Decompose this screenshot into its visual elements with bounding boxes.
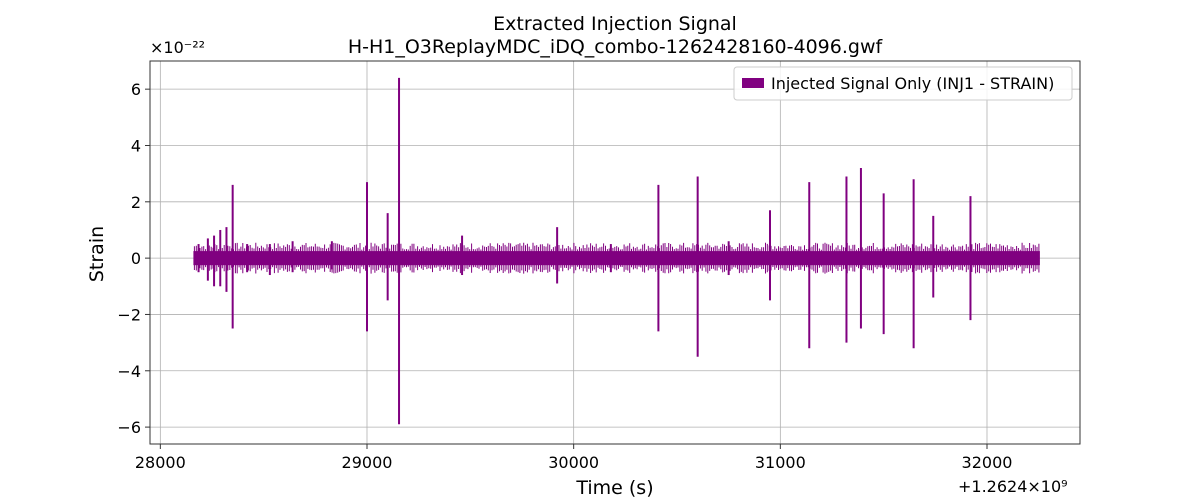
signal-noise (193, 242, 1040, 274)
x-tick-label: 31000 (755, 453, 806, 472)
x-axis-label: Time (s) (575, 477, 653, 499)
y-multiplier: ×10⁻²² (150, 38, 205, 57)
y-tick-label: 0 (131, 249, 141, 268)
x-axis-ticks: 28000 29000 30000 31000 32000 (135, 444, 1013, 472)
y-tick-label: −6 (117, 418, 141, 437)
y-tick-label: 6 (131, 80, 141, 99)
y-tick-label: −2 (117, 305, 141, 324)
y-tick-label: 4 (131, 136, 141, 155)
legend-box (733, 66, 1073, 101)
x-tick-label: 28000 (135, 453, 186, 472)
x-tick-label: 32000 (962, 453, 1013, 472)
legend-label: Injected Signal Only (INJ1 - STRAIN) (771, 74, 1054, 93)
y-axis-label: Strain (86, 226, 108, 282)
legend: Injected Signal Only (INJ1 - STRAIN) (733, 66, 1073, 101)
chart-subtitle: H-H1_O3ReplayMDC_iDQ_combo-1262428160-40… (348, 36, 884, 58)
y-tick-label: 2 (131, 193, 141, 212)
y-tick-label: −4 (117, 362, 141, 381)
y-axis-ticks: −6 −4 −2 0 2 4 6 (117, 80, 150, 437)
x-tick-label: 29000 (342, 453, 393, 472)
legend-swatch (742, 78, 764, 88)
x-offset: +1.2624×10⁹ (958, 477, 1068, 496)
chart-title: Extracted Injection Signal (493, 13, 737, 35)
plot-frame (149, 60, 1081, 445)
plot-area (193, 77, 1040, 425)
x-tick-label: 30000 (548, 453, 599, 472)
